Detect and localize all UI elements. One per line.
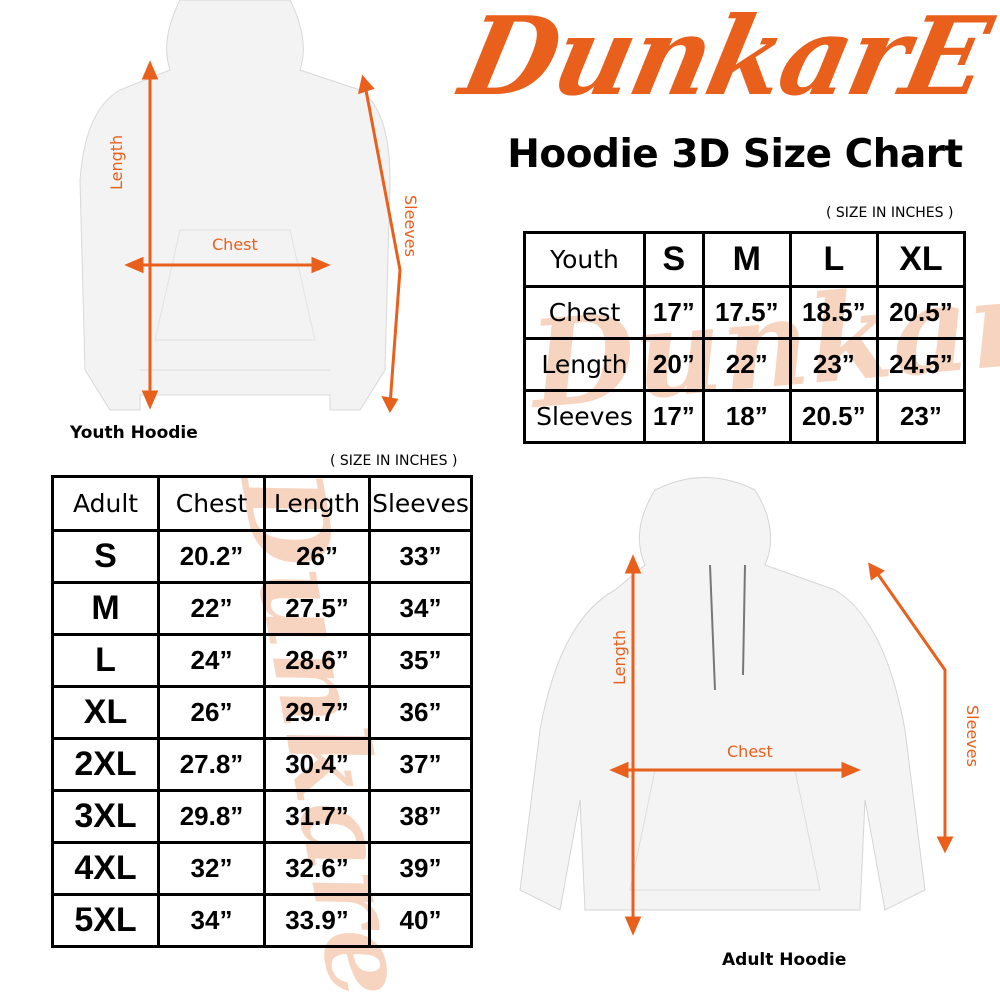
adult-hoodie-image: Length Chest Sleeves	[519, 477, 982, 936]
row-label: M	[51, 581, 160, 636]
row-label: 3XL	[51, 789, 160, 844]
table-cell: 22”	[701, 337, 792, 392]
table-cell: 26”	[157, 685, 266, 740]
table-row: Length 20” 22” 23” 24.5”	[523, 337, 967, 392]
table-cell: 29.7”	[263, 685, 371, 740]
row-label: L	[51, 633, 160, 688]
adult-length-label: Length	[610, 630, 629, 685]
row-label: 2XL	[51, 737, 160, 792]
table-row: 2XL 27.8” 30.4” 37”	[51, 737, 473, 792]
table-row: S 20.2” 26” 33”	[51, 529, 473, 584]
header-cell: XL	[875, 231, 967, 288]
table-row: 5XL 34” 33.9” 40”	[51, 893, 473, 948]
table-cell: 22”	[157, 581, 266, 636]
header-cell: Adult	[51, 475, 160, 532]
table-cell: 18.5”	[788, 285, 879, 340]
adult-size-note: ( SIZE IN INCHES )	[330, 453, 458, 469]
row-label: 5XL	[51, 893, 160, 948]
header-cell: Sleeves	[368, 475, 473, 532]
table-row: L 24” 28.6” 35”	[51, 633, 473, 688]
table-cell: 20”	[643, 337, 705, 392]
table-cell: 17.5”	[701, 285, 792, 340]
table-row: XL 26” 29.7” 36”	[51, 685, 473, 740]
youth-size-note: ( SIZE IN INCHES )	[826, 205, 954, 221]
row-label: Length	[523, 337, 646, 392]
adult-chest-label: Chest	[727, 742, 773, 761]
header-cell: S	[643, 231, 705, 288]
table-cell: 34”	[157, 893, 266, 948]
table-row: M 22” 27.5” 34”	[51, 581, 473, 636]
table-cell: 23”	[788, 337, 879, 392]
youth-hoodie-image: Length Chest Sleeves	[79, 0, 420, 414]
table-cell: 33.9”	[263, 893, 371, 948]
adult-sleeves-label: Sleeves	[963, 705, 982, 767]
table-cell: 31.7”	[263, 789, 371, 844]
table-cell: 26”	[263, 529, 371, 584]
table-cell: 39”	[368, 841, 473, 896]
table-cell: 23”	[875, 389, 967, 444]
table-cell: 17”	[643, 285, 705, 340]
table-cell: 27.5”	[263, 581, 371, 636]
table-cell: 24”	[157, 633, 266, 688]
page-title: Hoodie 3D Size Chart	[507, 132, 963, 177]
brand-logo: DunkarE	[451, 0, 999, 120]
row-label: Chest	[523, 285, 646, 340]
table-cell: 37”	[368, 737, 473, 792]
table-cell: 27.8”	[157, 737, 266, 792]
youth-size-table: Youth S M L XL Chest 17” 17.5” 18.5” 20.…	[523, 231, 967, 444]
adult-size-table: Adult Chest Length Sleeves S 20.2” 26” 33” M…	[51, 475, 473, 948]
table-row: 4XL 32” 32.6” 39”	[51, 841, 473, 896]
table-cell: 29.8”	[157, 789, 266, 844]
table-cell: 36”	[368, 685, 473, 740]
adult-header-row: Adult Chest Length Sleeves	[51, 475, 473, 532]
table-cell: 40”	[368, 893, 473, 948]
table-cell: 32.6”	[263, 841, 371, 896]
table-cell: 30.4”	[263, 737, 371, 792]
table-cell: 20.5”	[875, 285, 967, 340]
table-cell: 17”	[643, 389, 705, 444]
table-cell: 24.5”	[875, 337, 967, 392]
table-cell: 20.5”	[788, 389, 879, 444]
table-cell: 33”	[368, 529, 473, 584]
table-cell: 38”	[368, 789, 473, 844]
adult-caption: Adult Hoodie	[722, 950, 847, 970]
header-cell: Length	[263, 475, 371, 532]
table-cell: 18”	[701, 389, 792, 444]
header-cell: L	[788, 231, 879, 288]
youth-chest-label: Chest	[212, 235, 258, 254]
table-row: 3XL 29.8” 31.7” 38”	[51, 789, 473, 844]
table-row: Sleeves 17” 18” 20.5” 23”	[523, 389, 967, 444]
youth-length-label: Length	[107, 135, 126, 190]
table-cell: 20.2”	[157, 529, 266, 584]
row-label: S	[51, 529, 160, 584]
table-cell: 35”	[368, 633, 473, 688]
row-label: Sleeves	[523, 389, 646, 444]
row-label: XL	[51, 685, 160, 740]
table-cell: 34”	[368, 581, 473, 636]
youth-header-row: Youth S M L XL	[523, 231, 967, 288]
header-cell: Chest	[157, 475, 266, 532]
header-cell: Youth	[523, 231, 646, 288]
header-cell: M	[701, 231, 792, 288]
table-cell: 28.6”	[263, 633, 371, 688]
youth-caption: Youth Hoodie	[70, 423, 198, 443]
table-cell: 32”	[157, 841, 266, 896]
row-label: 4XL	[51, 841, 160, 896]
table-row: Chest 17” 17.5” 18.5” 20.5”	[523, 285, 967, 340]
youth-sleeves-label: Sleeves	[401, 195, 420, 257]
